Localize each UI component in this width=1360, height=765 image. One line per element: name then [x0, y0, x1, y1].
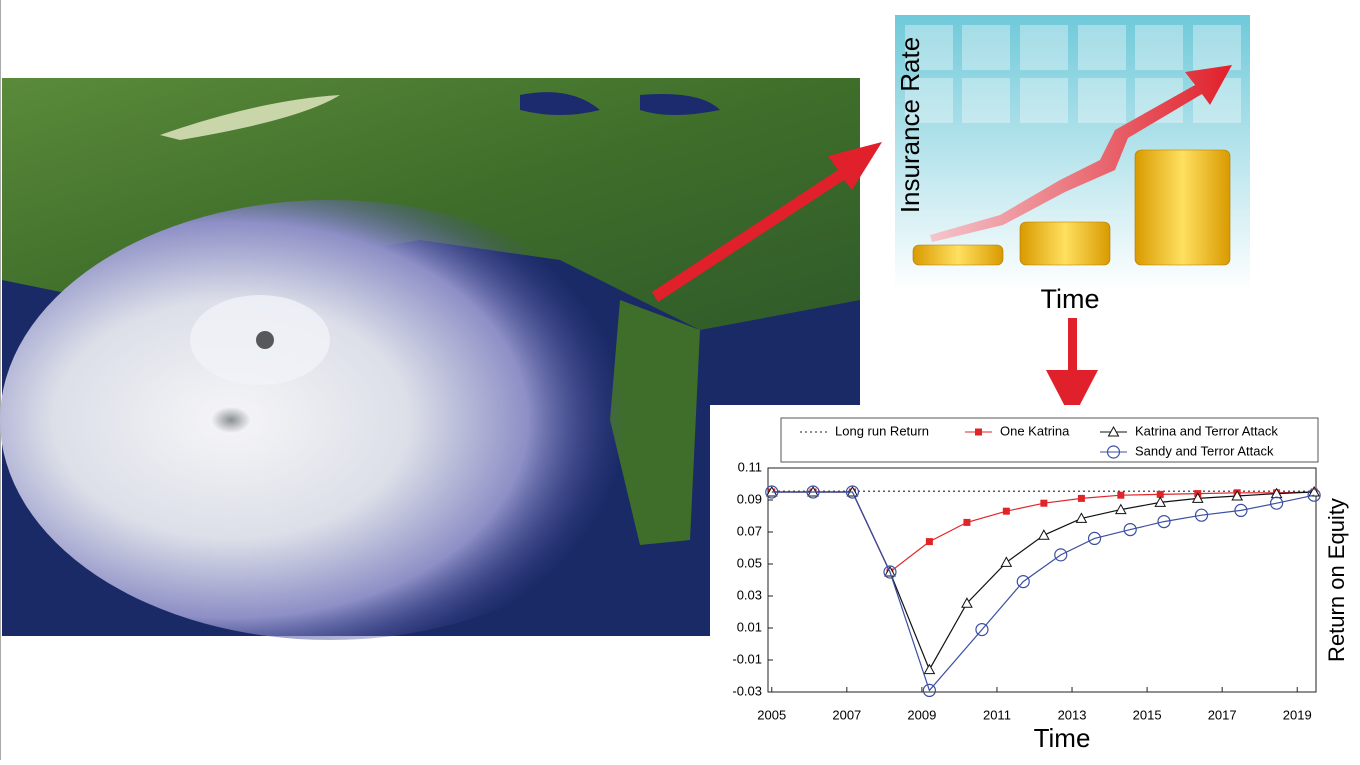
- x-tick-label: 2017: [1208, 707, 1237, 722]
- marker: [975, 428, 982, 436]
- series-line: [771, 491, 1315, 692]
- marker: [1156, 490, 1164, 498]
- x-axis-label: Time: [1034, 723, 1091, 753]
- plot-frame: [767, 467, 1317, 693]
- y-axis-label: Return on Equity: [1324, 498, 1349, 662]
- marker: [961, 597, 973, 608]
- marker: [1114, 503, 1127, 515]
- chart-panel: [710, 405, 1360, 760]
- marker: [925, 538, 933, 546]
- y-tick-label: 0.01: [737, 619, 762, 634]
- marker: [1231, 489, 1244, 501]
- x-tick-label: 2015: [1133, 707, 1162, 722]
- marker: [975, 622, 989, 637]
- y-tick-label: 0.07: [737, 523, 762, 538]
- y-tick-label: 0.09: [737, 491, 762, 506]
- illustration-x-label: Time: [1041, 284, 1100, 314]
- satellite-photo: [0, 78, 860, 640]
- y-tick-label: 0.03: [737, 587, 762, 602]
- legend-label: One Katrina: [1000, 423, 1070, 438]
- y-tick-label: 0.11: [738, 459, 762, 474]
- legend-label: Sandy and Terror Attack: [1135, 443, 1274, 458]
- marker: [1191, 492, 1204, 503]
- y-tick-label: -0.03: [732, 683, 762, 698]
- marker: [883, 565, 897, 579]
- insurance-illustration: Insurance Rate Time: [895, 15, 1250, 314]
- marker: [1154, 496, 1167, 507]
- x-tick-label: 2011: [983, 707, 1011, 722]
- x-tick-label: 2013: [1058, 707, 1087, 722]
- marker: [1107, 425, 1120, 437]
- marker: [1307, 488, 1321, 502]
- marker: [1038, 529, 1050, 540]
- marker: [963, 518, 971, 526]
- marker: [1106, 445, 1121, 459]
- marker: [1157, 514, 1171, 529]
- marker: [1077, 494, 1085, 502]
- x-tick-label: 2019: [1283, 707, 1312, 722]
- y-tick-label: -0.01: [732, 651, 762, 666]
- marker: [1308, 485, 1320, 497]
- legend-label: Long run Return: [835, 423, 929, 438]
- marker: [1040, 499, 1048, 507]
- marker: [923, 663, 936, 675]
- marker: [1117, 491, 1125, 499]
- marker: [1194, 508, 1209, 522]
- marker: [806, 485, 820, 499]
- marker: [1000, 556, 1013, 567]
- marker: [1269, 496, 1284, 510]
- x-tick-label: 2005: [757, 707, 786, 722]
- marker: [765, 485, 779, 499]
- marker: [1054, 548, 1068, 562]
- y-tick-label: 0.05: [737, 555, 762, 570]
- legend: [780, 417, 1319, 463]
- marker: [1234, 503, 1248, 517]
- illustration-y-label: Insurance Rate: [895, 37, 925, 213]
- marker: [1123, 522, 1137, 537]
- marker: [845, 485, 860, 499]
- x-tick-label: 2009: [907, 707, 936, 722]
- marker: [1075, 512, 1088, 523]
- x-tick-label: 2007: [832, 707, 861, 722]
- flow-arrows: [652, 142, 1098, 420]
- marker: [1002, 507, 1010, 515]
- marker: [1016, 574, 1030, 589]
- marker: [1087, 531, 1102, 546]
- marker: [922, 683, 936, 698]
- legend-label: Katrina and Terror Attack: [1135, 423, 1278, 438]
